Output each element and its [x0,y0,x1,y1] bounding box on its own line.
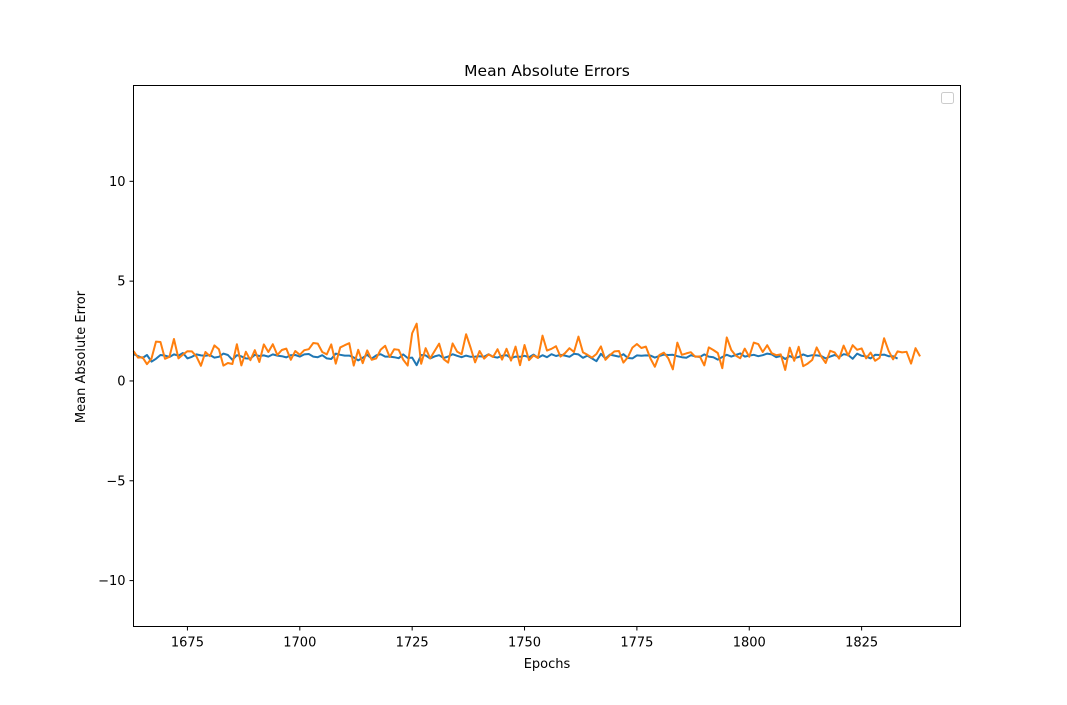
x-axis: 1675 1700 1725 1750 1775 1800 1825 [171,626,878,651]
legend-box [941,92,954,104]
x-axis-label: Epochs [524,657,571,672]
x-tick-label: 1700 [283,636,316,651]
y-tick-label: 0 [117,374,125,389]
y-tick-label: 5 [117,275,125,290]
y-axis-label: Mean Absolute Error [74,290,89,423]
y-tick-label: 10 [109,175,126,190]
series-lines [132,322,921,371]
axes-frame [133,85,961,627]
x-tick-label: 1800 [733,636,766,651]
x-tick-label: 1725 [396,636,429,651]
x-tick-label: 1675 [171,636,204,651]
series-line-2 [132,322,921,371]
y-tick-label: −10 [98,574,125,589]
chart-title: Mean Absolute Errors [464,62,630,80]
y-axis: −10 −5 0 5 10 [98,175,134,589]
x-tick-label: 1775 [620,636,653,651]
x-tick-label: 1825 [845,636,878,651]
x-tick-label: 1750 [508,636,541,651]
y-tick-label: −5 [106,474,125,489]
